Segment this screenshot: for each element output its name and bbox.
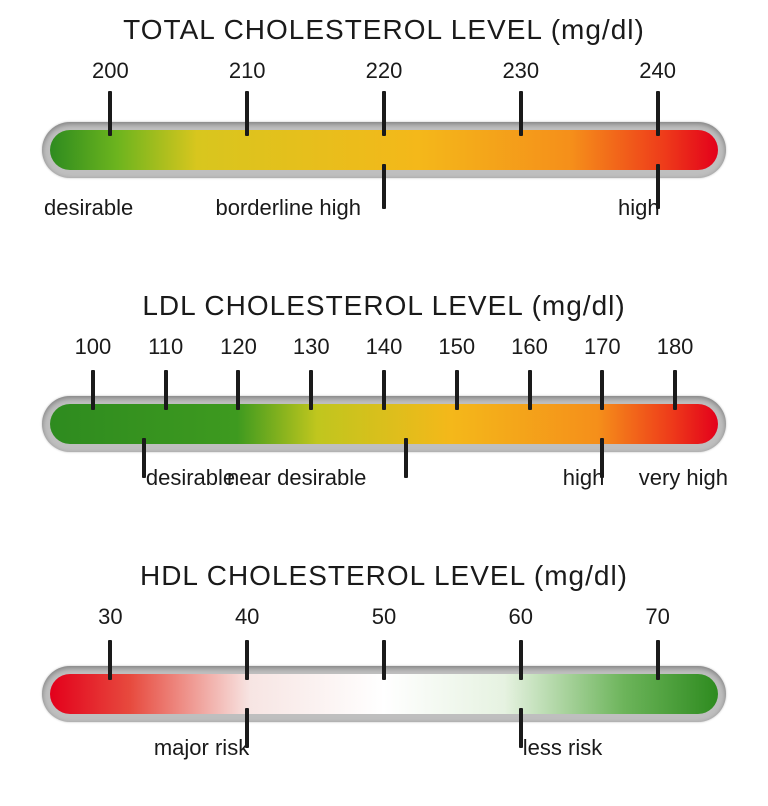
gauge-panel-ldl: LDL CHOLESTEROL LEVEL (mg/dl) 100 110 120 13… xyxy=(0,270,768,540)
tick-label: 180 xyxy=(657,334,694,360)
gauge-panel-total: TOTAL CHOLESTEROL LEVEL (mg/dl) 200 210 220… xyxy=(0,0,768,270)
tick-top xyxy=(164,370,168,410)
tick-top xyxy=(600,370,604,410)
tick-top xyxy=(455,370,459,410)
tick-label: 210 xyxy=(229,58,266,84)
panel-title: LDL CHOLESTEROL LEVEL (mg/dl) xyxy=(0,290,768,322)
tick-top xyxy=(382,370,386,410)
band-label: less risk xyxy=(523,735,602,761)
band-label: near desirable xyxy=(227,465,366,491)
tick-label: 240 xyxy=(639,58,676,84)
tick-label: 60 xyxy=(509,604,533,630)
tick-top xyxy=(108,91,112,136)
tick-top xyxy=(236,370,240,410)
band-label: very high xyxy=(639,465,728,491)
tick-top xyxy=(245,91,249,136)
band-label: high xyxy=(563,465,605,491)
tick-top xyxy=(245,640,249,680)
tick-bottom xyxy=(404,438,408,478)
tick-label: 100 xyxy=(75,334,112,360)
tick-label: 160 xyxy=(511,334,548,360)
tick-top xyxy=(519,640,523,680)
tick-label: 70 xyxy=(645,604,669,630)
tick-label: 200 xyxy=(92,58,129,84)
tick-top xyxy=(91,370,95,410)
tick-label: 30 xyxy=(98,604,122,630)
band-label: desirable xyxy=(44,195,133,221)
band-label: major risk xyxy=(154,735,249,761)
tick-label: 220 xyxy=(366,58,403,84)
tick-label: 150 xyxy=(438,334,475,360)
tick-label: 170 xyxy=(584,334,621,360)
tick-bottom xyxy=(382,164,386,209)
tick-top xyxy=(309,370,313,410)
gauge-panel-hdl: HDL CHOLESTEROL LEVEL (mg/dl) 30 40 50 60 70 m… xyxy=(0,540,768,806)
tick-top xyxy=(519,91,523,136)
band-label: high xyxy=(618,195,660,221)
tick-top xyxy=(108,640,112,680)
tick-label: 40 xyxy=(235,604,259,630)
tick-label: 120 xyxy=(220,334,257,360)
panel-title: TOTAL CHOLESTEROL LEVEL (mg/dl) xyxy=(0,14,768,46)
panel-title: HDL CHOLESTEROL LEVEL (mg/dl) xyxy=(0,560,768,592)
gauge-fill xyxy=(50,404,718,444)
gauge-fill xyxy=(50,674,718,714)
tick-label: 140 xyxy=(366,334,403,360)
tick-label: 130 xyxy=(293,334,330,360)
band-label: desirable xyxy=(146,465,235,491)
tick-top xyxy=(528,370,532,410)
tick-top xyxy=(382,91,386,136)
tick-label: 230 xyxy=(502,58,539,84)
band-label: borderline high xyxy=(215,195,361,221)
tick-top xyxy=(673,370,677,410)
tick-label: 110 xyxy=(148,334,183,360)
tick-top xyxy=(382,640,386,680)
tick-top xyxy=(656,91,660,136)
tick-top xyxy=(656,640,660,680)
tick-label: 50 xyxy=(372,604,396,630)
